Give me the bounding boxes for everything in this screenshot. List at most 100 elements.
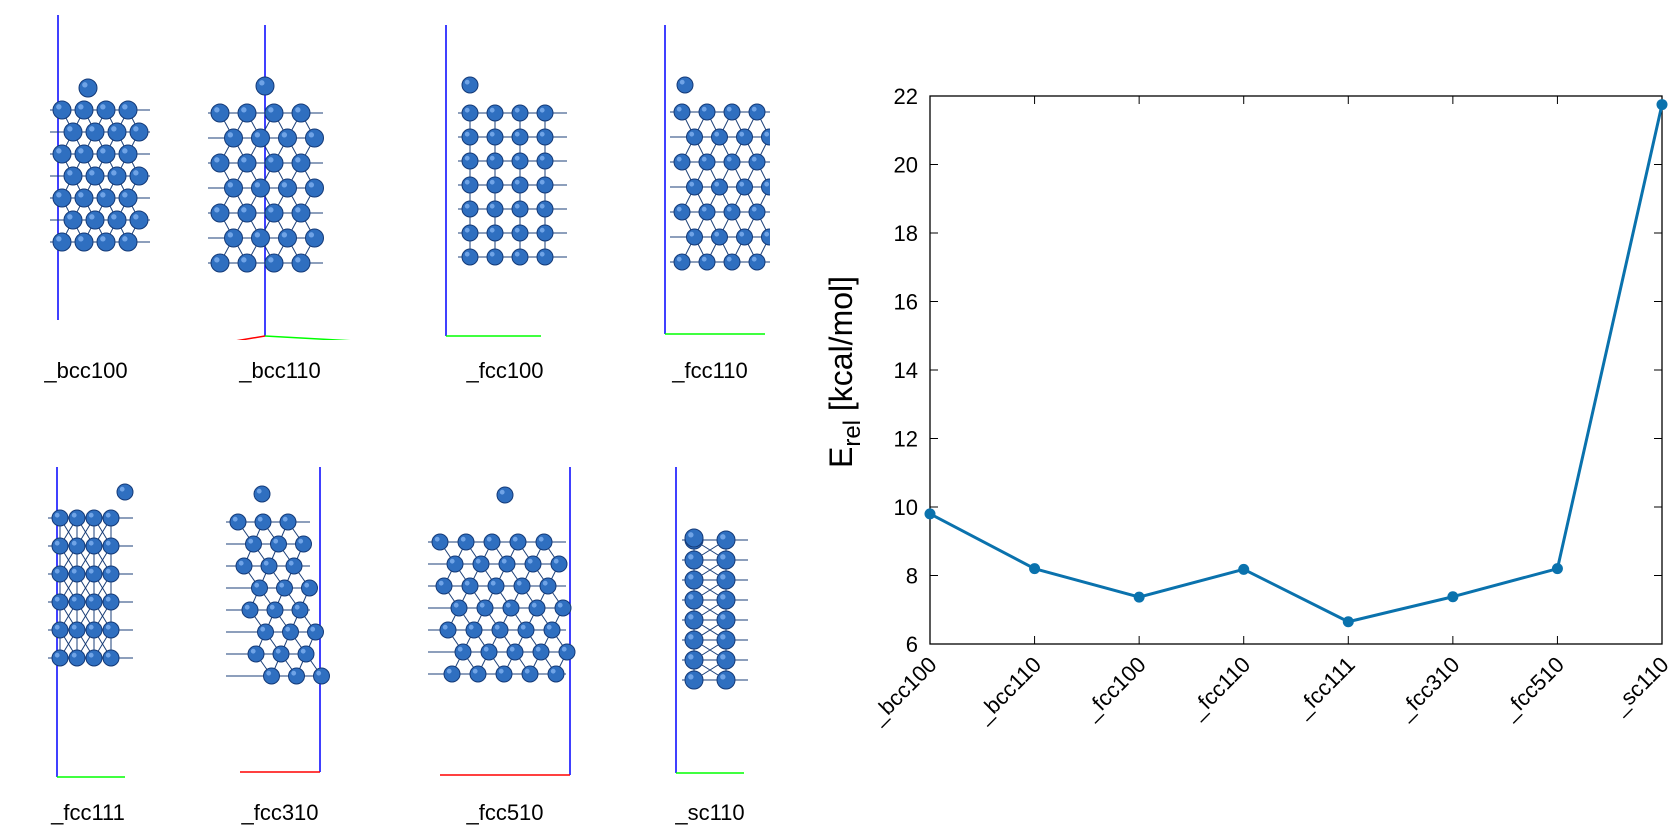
- atom-highlight: [88, 624, 94, 630]
- atom-highlight: [464, 155, 470, 161]
- atom-highlight: [679, 79, 685, 85]
- y-axis-line: [264, 335, 351, 340]
- atom-cluster: [208, 25, 351, 340]
- atom-highlight: [539, 107, 545, 113]
- atom-highlight: [54, 568, 60, 574]
- atom-highlight: [105, 568, 111, 574]
- atom-highlight: [279, 582, 285, 588]
- atom-highlight: [257, 516, 263, 522]
- atom-highlight: [281, 232, 288, 238]
- atom-highlight: [281, 132, 288, 138]
- atom-highlight: [509, 646, 515, 652]
- atom-highlight: [739, 131, 745, 137]
- atom-highlight: [78, 192, 84, 198]
- y-tick-label: 20: [894, 153, 918, 178]
- atom-highlight: [688, 574, 694, 580]
- atom-highlight: [688, 634, 694, 640]
- atom-highlight: [442, 624, 448, 630]
- atom-highlight: [281, 182, 288, 188]
- atom-highlight: [489, 107, 495, 113]
- atom-highlight: [67, 170, 73, 176]
- structure-label-fcc111: _fcc111: [51, 800, 125, 825]
- atom-highlight: [88, 512, 94, 518]
- structure-image-bcc110: [208, 25, 351, 340]
- atom-highlight: [714, 231, 720, 237]
- atom-highlight: [214, 157, 220, 163]
- atom-highlight: [54, 540, 60, 546]
- atom-highlight: [483, 646, 489, 652]
- atom-highlight: [701, 206, 707, 212]
- atom-highlight: [214, 257, 220, 263]
- atom-highlight: [308, 232, 315, 238]
- atom-highlight: [434, 536, 440, 542]
- atom-highlight: [291, 670, 297, 676]
- atom-highlight: [300, 648, 306, 654]
- atom-highlight: [241, 257, 247, 263]
- atom-highlight: [676, 156, 682, 162]
- atom-highlight: [714, 131, 720, 137]
- y-tick-label: 8: [906, 564, 918, 589]
- atom-highlight: [232, 516, 238, 522]
- atom-highlight: [720, 674, 726, 680]
- atom-highlight: [105, 624, 111, 630]
- atom-highlight: [67, 214, 73, 220]
- atom-highlight: [539, 251, 545, 257]
- atom-highlight: [714, 181, 720, 187]
- atom-highlight: [468, 624, 474, 630]
- atom-highlight: [539, 203, 545, 209]
- atom-highlight: [676, 106, 682, 112]
- atom-highlight: [531, 602, 537, 608]
- atom-highlight: [720, 654, 726, 660]
- data-point: [1029, 563, 1041, 575]
- atom-highlight: [288, 560, 294, 566]
- atom-highlight: [254, 182, 261, 188]
- atom-highlight: [688, 594, 694, 600]
- atom-highlight: [538, 536, 544, 542]
- structure-image-fcc100: [445, 25, 567, 337]
- atom-highlight: [739, 231, 745, 237]
- structure-label-sc110: _sc110: [675, 800, 745, 825]
- atom-highlight: [89, 214, 95, 220]
- atom-highlight: [56, 104, 62, 110]
- atom-highlight: [105, 512, 111, 518]
- atom-highlight: [295, 107, 301, 113]
- atom-highlight: [78, 148, 84, 154]
- atom-highlight: [539, 155, 545, 161]
- atom-highlight: [446, 668, 452, 674]
- atom-highlight: [241, 157, 247, 163]
- y-tick-label: 16: [894, 290, 918, 315]
- atom-highlight: [88, 568, 94, 574]
- atom-highlight: [720, 614, 726, 620]
- atom-highlight: [464, 79, 470, 85]
- atom-highlight: [726, 106, 732, 112]
- atom-highlight: [56, 236, 62, 242]
- atom-highlight: [254, 582, 260, 588]
- atom-highlight: [78, 236, 84, 242]
- atom-highlight: [294, 604, 300, 610]
- atom-highlight: [263, 560, 269, 566]
- plot-frame: [929, 95, 1663, 645]
- atom-highlight: [514, 251, 520, 257]
- atom-cluster: [445, 25, 567, 337]
- atom-cluster: [428, 467, 576, 776]
- atom-highlight: [453, 602, 459, 608]
- y-tick-label: 22: [894, 84, 918, 109]
- atom-highlight: [751, 106, 757, 112]
- atom-highlight: [248, 538, 254, 544]
- data-point: [1133, 591, 1145, 603]
- atom-highlight: [489, 203, 495, 209]
- atom-highlight: [489, 227, 495, 233]
- atom-highlight: [720, 594, 726, 600]
- atom-highlight: [89, 126, 95, 132]
- atom-highlight: [688, 654, 694, 660]
- atom-highlight: [676, 256, 682, 262]
- atom-highlight: [561, 646, 567, 652]
- atom-highlight: [88, 596, 94, 602]
- atom-highlight: [273, 538, 279, 544]
- atom-highlight: [100, 104, 106, 110]
- atom-highlight: [527, 558, 533, 564]
- structure-label-bcc110: _bcc110: [239, 358, 321, 383]
- atom-highlight: [111, 214, 117, 220]
- atom-highlight: [310, 626, 316, 632]
- atom-highlight: [100, 236, 106, 242]
